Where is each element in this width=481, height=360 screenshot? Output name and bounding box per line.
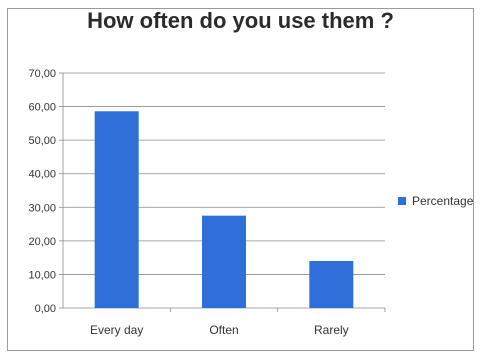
bar: [94, 111, 139, 309]
bar: [202, 215, 246, 308]
y-tick-label: 70,00: [28, 68, 56, 80]
legend-swatch: [398, 197, 406, 205]
x-tick-label: Every day: [90, 323, 143, 337]
y-axis: 0,00 10,00 20,00 30,00 40,00 50,00 60,00 70,00: [28, 68, 64, 315]
chart-title: How often do you use them ?: [87, 8, 394, 33]
y-tick-label: 10,00: [28, 269, 56, 281]
bars: [94, 111, 354, 309]
legend-label: Percentage: [412, 194, 474, 208]
y-tick-label: 50,00: [28, 135, 56, 147]
legend: Percentage: [398, 194, 473, 208]
y-tick-label: 60,00: [28, 102, 56, 114]
y-tick-label: 30,00: [28, 202, 56, 214]
x-axis: Every day Often Rarely: [63, 307, 386, 337]
y-tick-label: 40,00: [28, 169, 56, 181]
bar: [309, 261, 354, 308]
x-tick-label: Often: [209, 323, 238, 337]
x-tick-label: Rarely: [314, 323, 349, 337]
y-tick-label: 0,00: [35, 303, 56, 315]
y-tick-label: 20,00: [28, 236, 56, 248]
